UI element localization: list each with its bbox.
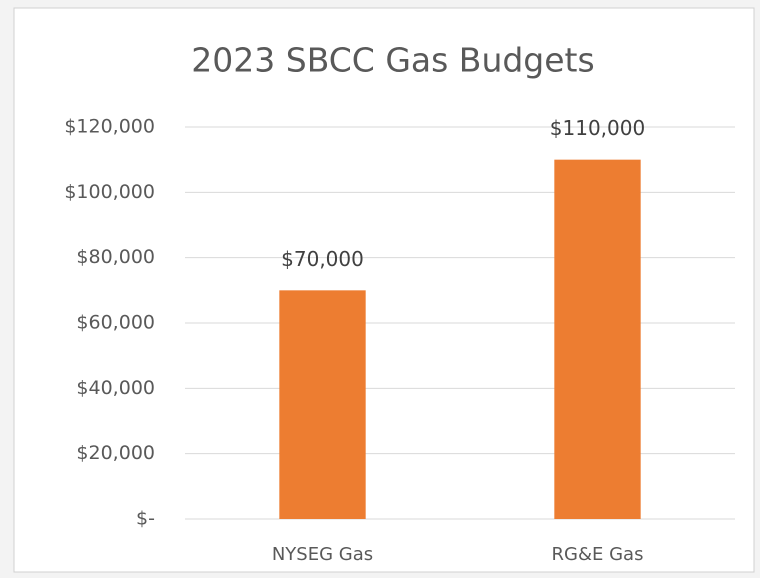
y-tick-label: $20,000 [76,442,155,464]
y-tick-label: $40,000 [76,377,155,399]
y-tick-label: $80,000 [76,246,155,268]
chart-area [13,7,755,573]
x-tick-label: RG&E Gas [552,544,644,565]
bar [554,159,641,519]
y-tick-label: $60,000 [76,312,155,334]
data-label: $110,000 [550,116,645,140]
y-tick-label: $120,000 [64,116,155,138]
y-tick-label: $- [136,508,155,530]
y-tick-label: $100,000 [64,181,155,203]
data-label: $70,000 [281,247,364,271]
chart-title: 2023 SBCC Gas Budgets [191,41,594,80]
bar [279,290,366,519]
x-tick-label: NYSEG Gas [272,544,373,565]
